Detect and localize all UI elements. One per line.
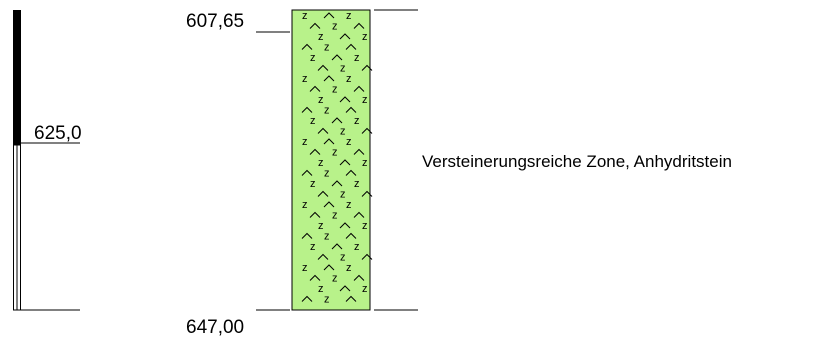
pattern-caret-symbol xyxy=(331,117,343,124)
pattern-caret-symbol xyxy=(345,43,357,50)
core-bar-filled xyxy=(13,10,21,145)
pattern-caret-symbol xyxy=(345,295,357,302)
pattern-z-symbol: z xyxy=(362,94,368,106)
pattern-caret-symbol xyxy=(301,43,313,50)
pattern-z-symbol: z xyxy=(340,189,346,201)
pattern-caret-symbol xyxy=(317,190,329,197)
pattern-caret-symbol xyxy=(353,85,365,92)
pattern-caret-symbol xyxy=(323,138,335,145)
pattern-z-symbol: z xyxy=(340,63,346,75)
pattern-z-symbol: z xyxy=(324,231,330,243)
pattern-caret-symbol xyxy=(361,190,373,197)
pattern-caret-symbol xyxy=(331,243,343,250)
pattern-z-symbol: z xyxy=(318,94,324,106)
pattern-z-symbol: z xyxy=(346,73,352,85)
pattern-z-symbol: z xyxy=(332,210,338,222)
pattern-caret-symbol xyxy=(301,295,313,302)
pattern-z-symbol: z xyxy=(318,283,324,295)
pattern-caret-symbol xyxy=(339,33,351,40)
pattern-z-symbol: z xyxy=(362,157,368,169)
pattern-z-symbol: z xyxy=(310,52,316,64)
pattern-caret-symbol xyxy=(301,106,313,113)
pattern-z-symbol: z xyxy=(310,115,316,127)
pattern-z-symbol: z xyxy=(318,157,324,169)
pattern-caret-symbol xyxy=(323,12,335,19)
pattern-z-symbol: z xyxy=(354,241,360,253)
pattern-caret-symbol xyxy=(317,127,329,134)
pattern-caret-symbol xyxy=(345,232,357,239)
pattern-z-symbol: z xyxy=(324,42,330,54)
pattern-caret-symbol xyxy=(309,274,321,281)
pattern-caret-symbol xyxy=(361,253,373,260)
layer-description: Versteinerungsreiche Zone, Anhydritstein xyxy=(422,152,732,171)
bottom-depth-label: 647,00 xyxy=(186,317,244,338)
pattern-caret-symbol xyxy=(353,22,365,29)
pattern-caret-symbol xyxy=(339,159,351,166)
pattern-z-symbol: z xyxy=(340,126,346,138)
pattern-caret-symbol xyxy=(323,264,335,271)
pattern-caret-symbol xyxy=(345,106,357,113)
core-marker-label: 625,0 xyxy=(34,123,82,144)
pattern-z-symbol: z xyxy=(332,273,338,285)
pattern-z-symbol: z xyxy=(310,241,316,253)
pattern-z-symbol: z xyxy=(346,136,352,148)
pattern-z-symbol: z xyxy=(354,178,360,190)
pattern-caret-symbol xyxy=(361,127,373,134)
pattern-caret-symbol xyxy=(309,211,321,218)
pattern-z-symbol: z xyxy=(362,220,368,232)
pattern-caret-symbol xyxy=(301,232,313,239)
pattern-z-symbol: z xyxy=(346,199,352,211)
pattern-caret-symbol xyxy=(361,64,373,71)
pattern-z-symbol: z xyxy=(332,147,338,159)
pattern-caret-symbol xyxy=(309,85,321,92)
pattern-caret-symbol xyxy=(345,169,357,176)
pattern-z-symbol: z xyxy=(302,262,308,274)
pattern-z-symbol: z xyxy=(332,84,338,96)
pattern-z-symbol: z xyxy=(362,283,368,295)
pattern-caret-symbol xyxy=(317,253,329,260)
pattern-z-symbol: z xyxy=(302,199,308,211)
pattern-caret-symbol xyxy=(309,22,321,29)
core-recovery-bar xyxy=(13,10,21,311)
pattern-z-symbol: z xyxy=(346,262,352,274)
pattern-z-symbol: z xyxy=(340,252,346,264)
layer-fill xyxy=(291,9,371,311)
pattern-caret-symbol xyxy=(339,285,351,292)
pattern-z-symbol: z xyxy=(302,136,308,148)
pattern-caret-symbol xyxy=(323,75,335,82)
pattern-caret-symbol xyxy=(353,274,365,281)
pattern-z-symbol: z xyxy=(310,178,316,190)
pattern-z-symbol: z xyxy=(362,31,368,43)
pattern-z-symbol: z xyxy=(318,31,324,43)
pattern-z-symbol: z xyxy=(302,10,308,22)
pattern-z-symbol: z xyxy=(354,115,360,127)
pattern-z-symbol: z xyxy=(302,73,308,85)
lithology-column: z zzz zzz zzz zzz zzz zzz zzz zzz zzz zzz zzz zzz zzz… xyxy=(291,9,373,311)
pattern-z-symbol: z xyxy=(354,52,360,64)
pattern-caret-symbol xyxy=(353,211,365,218)
pattern-z-symbol: z xyxy=(324,105,330,117)
pattern-z-symbol: z xyxy=(332,21,338,33)
pattern-z-symbol: z xyxy=(324,168,330,180)
pattern-caret-symbol xyxy=(323,201,335,208)
pattern-z-symbol: z xyxy=(318,220,324,232)
pattern-caret-symbol xyxy=(339,96,351,103)
pattern-caret-symbol xyxy=(339,222,351,229)
pattern-caret-symbol xyxy=(331,180,343,187)
pattern-z-symbol: z xyxy=(346,10,352,22)
pattern-caret-symbol xyxy=(331,54,343,61)
pattern-caret-symbol xyxy=(301,169,313,176)
pattern-z-symbol: z xyxy=(324,294,330,306)
top-depth-label: 607,65 xyxy=(186,11,244,32)
layer-pattern: z zzz zzz zzz zzz zzz zzz zzz zzz zzz zzz zzz zzz zzz… xyxy=(301,10,373,306)
pattern-caret-symbol xyxy=(309,148,321,155)
pattern-caret-symbol xyxy=(353,148,365,155)
pattern-caret-symbol xyxy=(317,64,329,71)
